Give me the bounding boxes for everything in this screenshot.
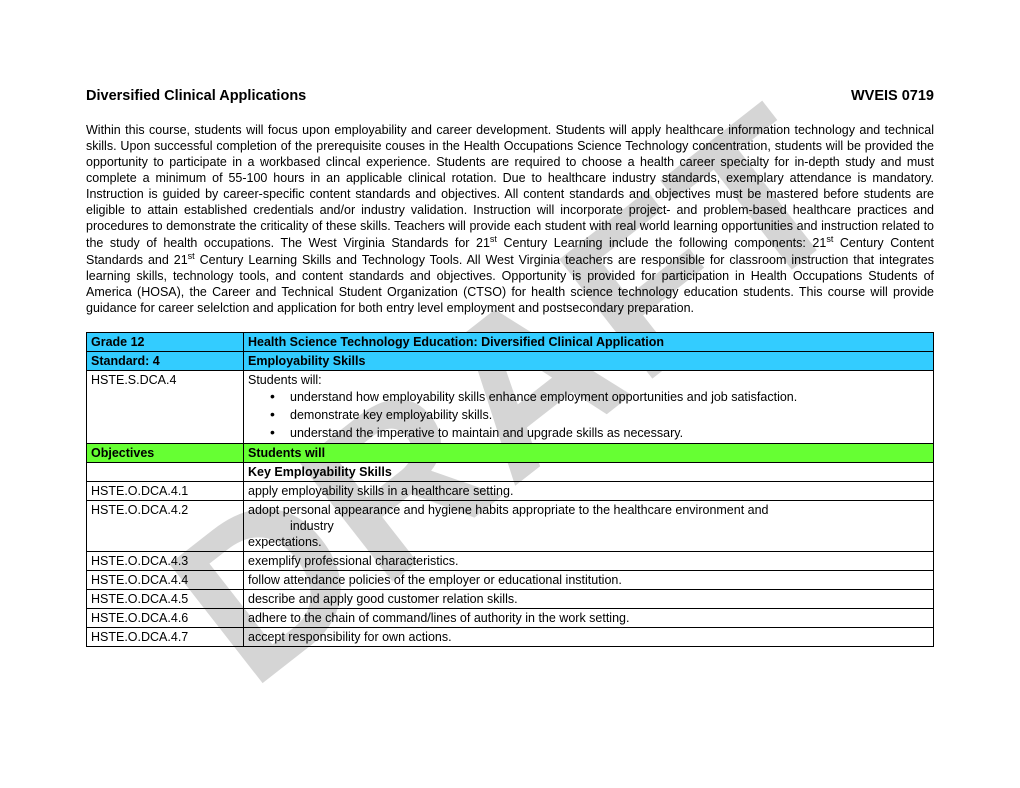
table-row: Standard: 4 Employability Skills: [87, 352, 934, 371]
title-row: Diversified Clinical Applications WVEIS …: [86, 88, 934, 104]
list-item: understand the imperative to maintain an…: [276, 424, 929, 442]
standard-code-cell: HSTE.S.DCA.4: [87, 371, 244, 444]
objective-code-cell: HSTE.O.DCA.4.4: [87, 571, 244, 590]
table-row: HSTE.S.DCA.4 Students will: understand h…: [87, 371, 934, 444]
course-title: Diversified Clinical Applications: [86, 88, 306, 104]
table-row: HSTE.O.DCA.4.2 adopt personal appearance…: [87, 501, 934, 552]
table-row: HSTE.O.DCA.4.4 follow attendance policie…: [87, 571, 934, 590]
objective-text-cell: adopt personal appearance and hygiene ha…: [244, 501, 934, 552]
objective-text-cell: follow attendance policies of the employ…: [244, 571, 934, 590]
objective-code-cell: HSTE.O.DCA.4.7: [87, 628, 244, 647]
table-row: HSTE.O.DCA.4.1 apply employability skill…: [87, 482, 934, 501]
table-row: HSTE.O.DCA.4.3 exemplify professional ch…: [87, 552, 934, 571]
objective-text-cell: apply employability skills in a healthca…: [244, 482, 934, 501]
objective-code-cell: HSTE.O.DCA.4.5: [87, 590, 244, 609]
objective-code-cell: HSTE.O.DCA.4.6: [87, 609, 244, 628]
list-item: understand how employability skills enha…: [276, 388, 929, 406]
section-heading-cell: Key Employability Skills: [244, 463, 934, 482]
standard-title-cell: Employability Skills: [244, 352, 934, 371]
standards-table: Grade 12 Health Science Technology Educa…: [86, 332, 934, 647]
objectives-header-cell: Students will: [244, 444, 934, 463]
course-code: WVEIS 0719: [851, 88, 934, 104]
list-item: demonstrate key employability skills.: [276, 406, 929, 424]
objective-code-cell: HSTE.O.DCA.4.2: [87, 501, 244, 552]
grade-cell: Grade 12: [87, 333, 244, 352]
empty-cell: [87, 463, 244, 482]
table-row: Objectives Students will: [87, 444, 934, 463]
program-title-cell: Health Science Technology Education: Div…: [244, 333, 934, 352]
objective-text-cell: accept responsibility for own actions.: [244, 628, 934, 647]
objective-text-cell: describe and apply good customer relatio…: [244, 590, 934, 609]
standard-description-cell: Students will: understand how employabil…: [244, 371, 934, 444]
objective-code-cell: HSTE.O.DCA.4.1: [87, 482, 244, 501]
objective-code-cell: HSTE.O.DCA.4.3: [87, 552, 244, 571]
standard-cell: Standard: 4: [87, 352, 244, 371]
table-row: HSTE.O.DCA.4.5 describe and apply good c…: [87, 590, 934, 609]
table-row: HSTE.O.DCA.4.7 accept responsibility for…: [87, 628, 934, 647]
table-row: Grade 12 Health Science Technology Educa…: [87, 333, 934, 352]
objective-text-cell: exemplify professional characteristics.: [244, 552, 934, 571]
objective-text-cell: adhere to the chain of command/lines of …: [244, 609, 934, 628]
table-row: Key Employability Skills: [87, 463, 934, 482]
objectives-label-cell: Objectives: [87, 444, 244, 463]
table-row: HSTE.O.DCA.4.6 adhere to the chain of co…: [87, 609, 934, 628]
course-description: Within this course, students will focus …: [86, 122, 934, 316]
